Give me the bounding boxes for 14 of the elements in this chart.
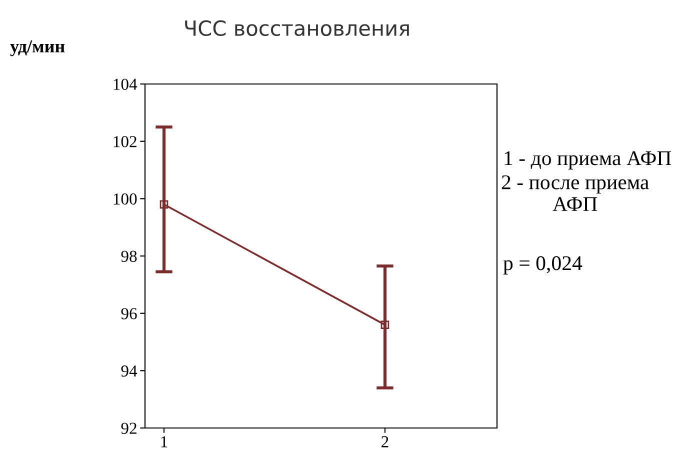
y-tick-label: 100 (114, 193, 137, 205)
text: 1 - до приема АФП (504, 151, 672, 170)
text: 2 - после приема АФП (502, 175, 649, 211)
y-tick-label: 94 (121, 365, 138, 377)
y-tick-label: 92 (121, 422, 136, 434)
chart-title: ЧСС восстановления (185, 20, 409, 36)
x-tick-label: 1 (161, 436, 168, 448)
y-tick-label: 104 (114, 78, 138, 90)
y-axis-title: уд/мин (10, 40, 65, 56)
y-tick-label: 102 (114, 136, 136, 148)
y-tick-label: 96 (121, 308, 137, 320)
y-tick-label: 98 (121, 250, 137, 262)
x-tick-label: 2 (382, 436, 388, 448)
text: p = 0,024 (503, 256, 582, 274)
